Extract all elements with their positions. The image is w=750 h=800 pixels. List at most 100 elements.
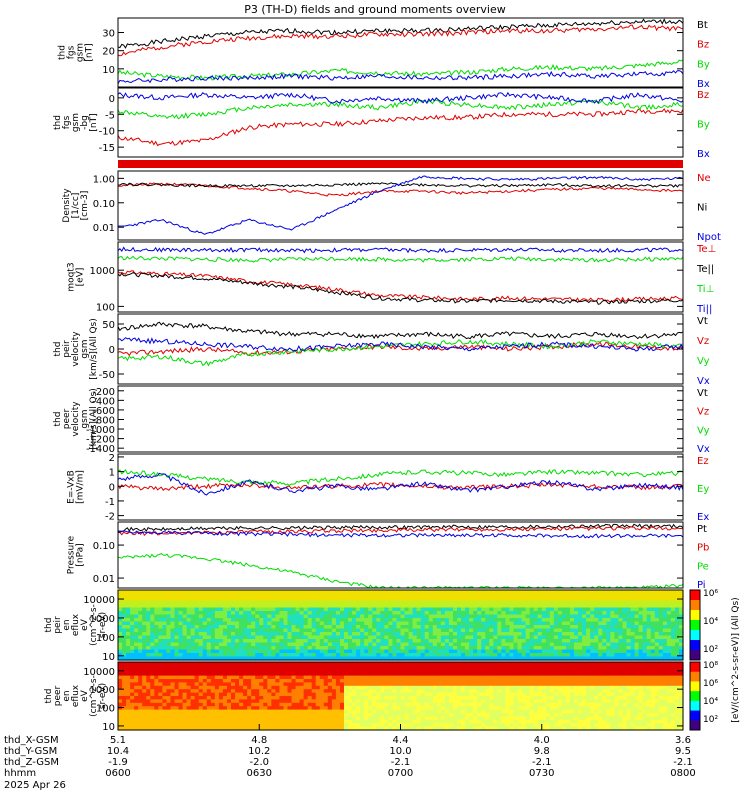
heatmap-cell [461,614,466,619]
heatmap-cell [461,646,466,651]
heatmap-cell [533,632,539,637]
heatmap-cell [162,682,168,687]
heatmap-cell [198,600,204,605]
heatmap-cell [380,726,385,731]
heatmap-cell [448,632,454,637]
heatmap-cell [509,625,515,630]
heatmap-cell [481,656,486,661]
heatmap-cell [255,642,260,647]
heatmap-cell [461,689,466,694]
heatmap-cell [348,632,353,637]
y-tick-label: 1.00 [93,174,115,185]
heatmap-cell [170,635,176,640]
heatmap-cell [392,653,398,658]
heatmap-cell [271,632,276,637]
heatmap-cell [222,628,228,633]
heatmap-cell [420,726,426,731]
heatmap-cell [376,719,381,724]
heatmap-cell [182,682,188,687]
heatmap-cell [134,682,139,687]
heatmap-cell [226,646,232,651]
heatmap-cell [428,668,434,673]
heatmap-cell [545,653,551,658]
heatmap-cell [662,639,668,644]
heatmap-cell [380,713,385,717]
heatmap-cell [150,593,155,598]
heatmap-cell [452,656,458,661]
heatmap-cell [658,600,664,605]
heatmap-cell [586,604,591,609]
legend-Vz: Vz [697,336,709,347]
heatmap-cell [259,618,264,623]
heatmap-cell [670,646,676,651]
heatmap-cell [146,685,151,690]
heatmap-cell [218,639,224,644]
heatmap-cell [404,682,410,687]
series-line-Pi [117,530,684,539]
heatmap-cell [335,656,341,661]
legend-Pb: Pb [697,543,709,554]
heatmap-cell [392,668,398,673]
legend-Bz: Bz [697,90,709,101]
heatmap-cell [477,653,482,658]
heatmap-cell [283,600,289,605]
heatmap-cell [477,709,482,714]
heatmap-cell [452,614,458,619]
heatmap-cell [384,611,389,616]
heatmap-cell [311,635,317,640]
heatmap-cell [513,590,519,595]
heatmap-cell [372,702,377,707]
heatmap-cell [477,597,482,602]
heatmap-cell [541,628,547,633]
heatmap-cell [239,685,244,690]
heatmap-cell [428,719,434,724]
heatmap-cell [206,642,212,647]
heatmap-cell [352,713,357,717]
heatmap-cell [202,706,208,711]
heatmap-cell [525,625,531,630]
heatmap-cell [239,696,244,700]
heatmap-cell [626,642,632,647]
heatmap-cell [130,668,135,673]
heatmap-cell [118,639,123,644]
heatmap-cell [327,593,333,598]
heatmap-cell [428,593,434,598]
heatmap-cell [461,593,466,598]
heatmap-cell [291,614,297,619]
heatmap-cell [303,618,309,623]
heatmap-cell [602,628,607,633]
heatmap-cell [348,672,353,677]
heatmap-cell [658,593,664,598]
heatmap-cell [372,692,377,697]
heatmap-cell [582,593,587,598]
heatmap-cell [251,604,256,609]
heatmap-cell [416,593,422,598]
heatmap-cell [412,646,418,651]
heatmap-cell [202,692,208,697]
heatmap-cell [323,604,329,609]
heatmap-cell [521,653,527,658]
heatmap-cell [432,692,438,697]
heatmap-cell [307,611,313,616]
heatmap-cell [255,625,260,630]
heatmap-cell [247,689,252,694]
heatmap-cell [473,662,478,666]
heatmap-cell [231,689,236,694]
legend-Ni: Ni [697,203,707,214]
heatmap-cell [331,653,337,658]
heatmap-cell [594,621,599,626]
heatmap-cell [226,611,232,616]
heatmap-cell [477,692,482,697]
heatmap-cell [372,699,377,704]
heatmap-cell [408,611,414,616]
heatmap-cell [271,628,276,633]
heatmap-cell [630,656,636,661]
heatmap-cell [210,709,216,714]
heatmap-cell [404,635,410,640]
heatmap-cell [348,600,353,605]
heatmap-cell [388,716,394,721]
heatmap-cell [473,689,478,694]
heatmap-cell [335,639,341,644]
heatmap-cell [255,682,260,687]
